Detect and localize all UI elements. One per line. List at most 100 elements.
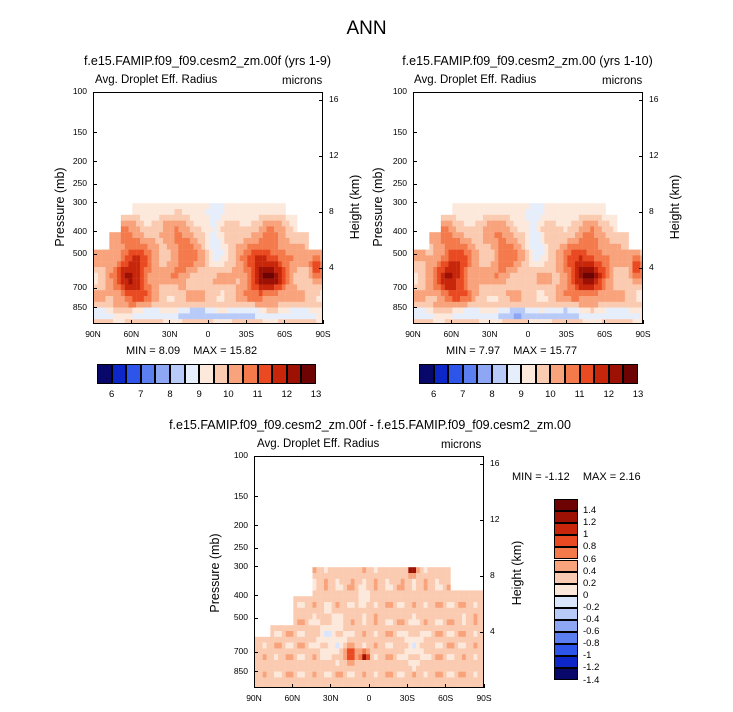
y-tick-label: 300 xyxy=(72,196,87,207)
y2-tick-label: 4 xyxy=(649,262,654,273)
y2-tick-mark xyxy=(639,211,643,213)
heatmap-cell xyxy=(385,631,390,637)
heatmap-cell xyxy=(155,214,160,221)
heatmap-cell xyxy=(544,232,549,239)
heatmap-cell xyxy=(304,278,309,285)
heatmap-cell xyxy=(481,607,483,614)
heatmap-cell xyxy=(433,290,438,297)
heatmap-cell xyxy=(304,660,309,666)
heatmap-cell xyxy=(358,578,363,585)
heatmap-cell xyxy=(479,290,484,297)
heatmap-cell xyxy=(563,226,568,233)
heatmap-cell xyxy=(525,313,530,320)
heatmap-cell xyxy=(439,654,444,661)
y2-tick-label: 16 xyxy=(649,94,659,105)
heatmap-cell xyxy=(166,232,171,239)
heatmap-cell xyxy=(281,255,286,262)
heatmap-cell xyxy=(458,596,463,603)
heatmap-cell xyxy=(590,214,595,221)
heatmap-cell xyxy=(475,313,480,320)
heatmap-cell xyxy=(529,238,534,244)
heatmap-cell xyxy=(320,654,325,661)
heatmap-cell xyxy=(412,607,417,614)
heatmap-cell xyxy=(506,243,511,250)
heatmap-cell xyxy=(439,648,444,655)
heatmap-cell xyxy=(471,261,476,268)
heatmap-cell xyxy=(419,683,424,687)
heatmap-cell xyxy=(439,631,444,637)
heatmap-cell xyxy=(285,226,290,233)
heatmap-cell xyxy=(140,284,145,291)
heatmap-cell xyxy=(270,671,275,678)
heatmap-cell xyxy=(312,596,317,603)
heatmap-cell xyxy=(481,642,483,649)
heatmap-cell xyxy=(347,590,352,597)
heatmap-cell xyxy=(586,296,591,302)
heatmap-cell xyxy=(297,232,302,239)
heatmap-cell xyxy=(362,578,367,585)
heatmap-cell xyxy=(444,261,449,268)
heatmap-cell xyxy=(239,284,244,291)
heatmap-cell xyxy=(285,307,290,314)
heatmap-cell xyxy=(182,272,187,279)
heatmap-cell xyxy=(429,313,434,320)
heatmap-cell xyxy=(266,636,271,643)
heatmap-cell xyxy=(475,261,480,268)
heatmap-cell xyxy=(266,267,271,273)
heatmap-cell xyxy=(521,313,526,320)
heatmap-cell xyxy=(479,226,484,233)
heatmap-cell xyxy=(513,255,518,262)
heatmap-cell xyxy=(429,267,434,273)
heatmap-cell xyxy=(285,677,290,684)
heatmap-cell xyxy=(324,596,329,603)
heatmap-cell xyxy=(124,220,129,227)
heatmap-cell xyxy=(408,607,413,614)
heatmap-cell xyxy=(339,602,344,608)
heatmap-cell xyxy=(255,249,260,256)
heatmap-cell xyxy=(605,272,610,279)
heatmap-cell xyxy=(350,660,355,666)
heatmap-cell xyxy=(532,313,537,320)
heatmap-cell xyxy=(462,642,467,649)
y2-tick-label: 16 xyxy=(329,94,339,105)
heatmap-cell xyxy=(483,313,488,320)
heatmap-cell xyxy=(439,584,444,591)
heatmap-cell xyxy=(456,267,461,273)
heatmap-cell xyxy=(506,313,511,320)
heatmap-cell xyxy=(308,313,313,320)
heatmap-cell xyxy=(632,278,637,285)
heatmap-cell xyxy=(448,226,453,233)
heatmap-cell xyxy=(417,255,422,262)
heatmap-cell xyxy=(182,313,187,320)
heatmap-cell xyxy=(417,313,422,320)
heatmap-cell xyxy=(373,642,378,649)
heatmap-cell xyxy=(448,261,453,268)
heatmap-cell xyxy=(513,278,518,285)
heatmap-cell xyxy=(362,590,367,597)
heatmap-cell xyxy=(327,573,332,579)
heatmap-cell xyxy=(235,278,240,285)
heatmap-cell xyxy=(124,261,129,268)
heatmap-cell xyxy=(189,267,194,273)
heatmap-cell xyxy=(450,619,455,626)
heatmap-cell xyxy=(475,232,480,239)
colorbar-label: 7 xyxy=(460,389,466,400)
heatmap-cell xyxy=(419,654,424,661)
heatmap-cell xyxy=(381,567,386,574)
heatmap-cell xyxy=(529,220,534,227)
heatmap-cell xyxy=(251,272,256,279)
heatmap-cell xyxy=(120,301,125,308)
heatmap-cell xyxy=(327,584,332,591)
heatmap-cell xyxy=(350,671,355,678)
heatmap-cell xyxy=(601,261,606,268)
heatmap-cell xyxy=(186,243,191,250)
heatmap-cell xyxy=(433,232,438,239)
heatmap-cell xyxy=(174,249,179,256)
heatmap-cell xyxy=(454,596,459,603)
heatmap-cell xyxy=(532,209,537,215)
heatmap-cell xyxy=(163,249,168,256)
heatmap-cell xyxy=(216,203,221,210)
heatmap-cell xyxy=(316,567,321,574)
heatmap-cell xyxy=(166,319,171,323)
heatmap-cell xyxy=(285,625,290,632)
